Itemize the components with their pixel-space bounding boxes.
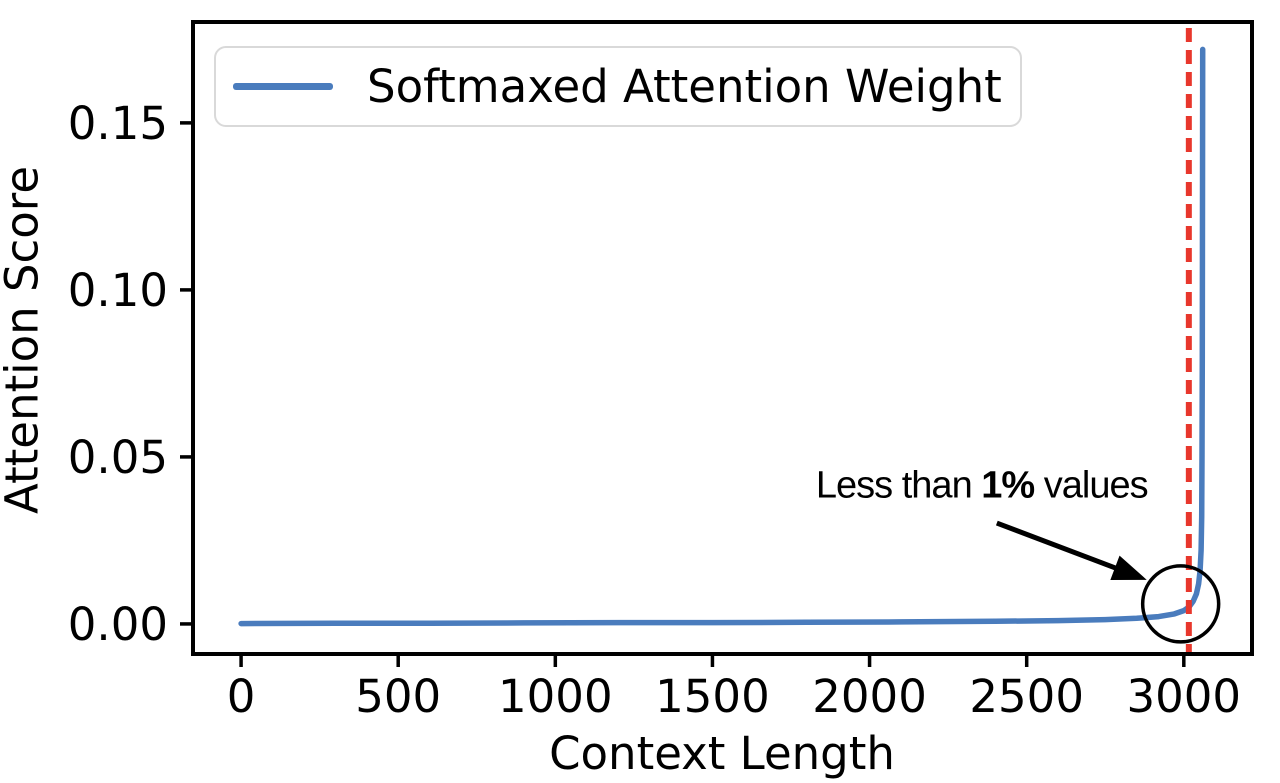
annotation-text-prefix: Less than [815,464,982,507]
annotation-text: Less than 1% values [815,464,1149,507]
annotation-text-bold: 1% [981,464,1035,507]
x-tick-label: 1500 [655,670,770,723]
annotation-arrowhead [1110,555,1147,580]
x-tick-label: 500 [355,670,441,723]
legend-line-sample [233,83,333,90]
plot-border-layer [191,20,1254,656]
y-axis-label: Attention Score [0,165,49,515]
annotation-circle [1140,564,1221,644]
legend-label: Softmaxed Attention Weight [367,60,1002,113]
annotation-layer [995,520,1221,644]
x-tick-label: 2000 [812,670,927,723]
y-tick-label: 0.05 [68,431,168,484]
series-layer [238,28,1206,652]
axis-ticks: 0 500 1000 1500 2000 2500 3000 0.00 0.05 0.10 0.15 [68,97,1241,723]
series-line [238,46,1206,627]
y-tick-label: 0.10 [68,264,168,317]
x-tick-label: 1000 [498,670,613,723]
x-tick-label: 2500 [969,670,1084,723]
x-tick-label: 3000 [1127,670,1242,723]
annotation-text-suffix: values [1034,464,1149,507]
annotation-arrow-shaft [995,520,1122,573]
y-tick-label: 0.15 [68,97,168,150]
x-axis-label: Context Length [549,727,895,780]
plot-border [191,20,1254,656]
y-tick-label: 0.00 [68,598,168,651]
x-tick-label: 0 [227,670,256,723]
legend: Softmaxed Attention Weight [214,46,1022,127]
